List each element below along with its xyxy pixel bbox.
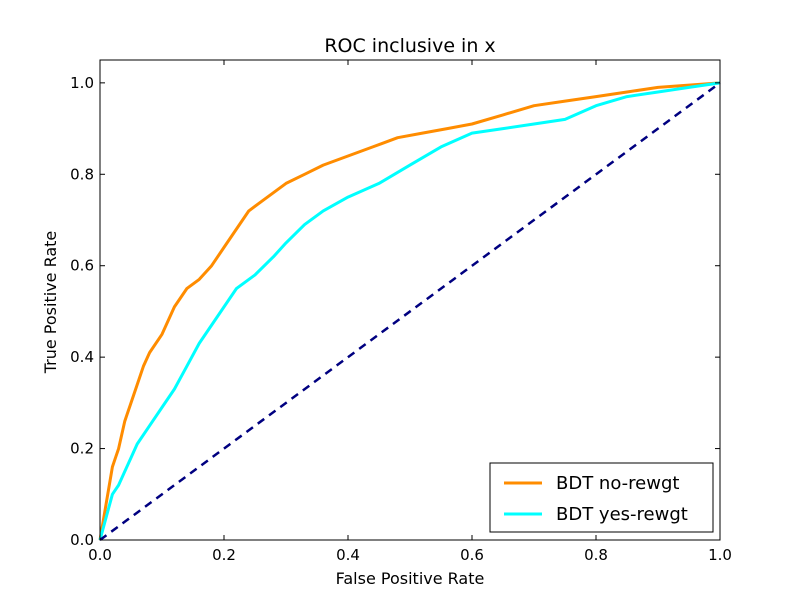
x-tick-label: 1.0 bbox=[708, 546, 732, 564]
y-tick-label: 0.4 bbox=[70, 348, 94, 366]
x-tick-label: 0.4 bbox=[336, 546, 360, 564]
series-line-2 bbox=[99, 81, 721, 542]
y-axis-label: True Positive Rate bbox=[41, 231, 60, 375]
legend: BDT no-rewgt BDT yes-rewgt bbox=[489, 462, 714, 533]
x-axis-label: False Positive Rate bbox=[336, 569, 485, 588]
x-tick-label: 0.0 bbox=[88, 546, 112, 564]
legend-label: BDT yes-rewgt bbox=[556, 504, 688, 525]
series-layer bbox=[98, 81, 721, 542]
series-line-1 bbox=[98, 81, 721, 541]
legend-box bbox=[489, 462, 714, 533]
y-tick-label: 1.0 bbox=[70, 74, 94, 92]
x-tick-label: 0.8 bbox=[584, 546, 608, 564]
legend-label: BDT no-rewgt bbox=[556, 473, 679, 494]
y-tick-label: 0.8 bbox=[70, 165, 94, 183]
chart-title: ROC inclusive in x bbox=[324, 35, 495, 57]
y-tick-label: 0.2 bbox=[70, 440, 94, 458]
y-tick-label: 0.6 bbox=[70, 257, 94, 275]
ticks-layer: 0.0 0.2 0.4 0.6 0.8 1.0 0.0 0.2 0.4 0.6 0.8 1.0 bbox=[70, 60, 732, 564]
y-tick-label: 0.0 bbox=[70, 531, 94, 549]
x-tick-label: 0.2 bbox=[212, 546, 236, 564]
series-line-0 bbox=[98, 81, 721, 541]
x-tick-label: 0.6 bbox=[460, 546, 484, 564]
plot-frame bbox=[99, 59, 721, 541]
